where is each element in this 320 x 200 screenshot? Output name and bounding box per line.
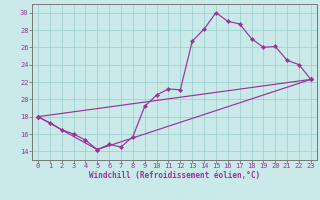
- X-axis label: Windchill (Refroidissement éolien,°C): Windchill (Refroidissement éolien,°C): [89, 171, 260, 180]
